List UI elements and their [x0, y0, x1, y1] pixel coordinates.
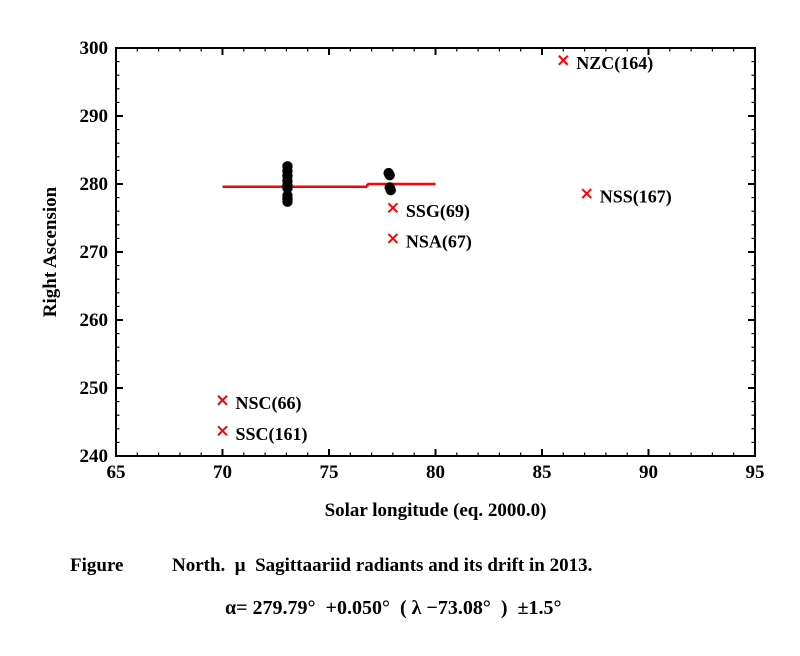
plot-frame-rect: [115, 47, 756, 457]
cross-marker: [387, 233, 399, 244]
y-axis-title: Right Ascension: [40, 186, 61, 317]
observed-point: [282, 182, 293, 194]
y-axis: 240 250 260 270 280 290 300: [80, 38, 755, 467]
x-tick-label: 65: [107, 462, 126, 483]
drift-line-series: [222, 182, 436, 188]
y-tick-label: 290: [80, 106, 109, 127]
y-tick-label: 300: [80, 38, 109, 59]
x-tick-label: 80: [426, 462, 445, 483]
x-axis-title: Solar longitude (eq. 2000.0): [325, 500, 547, 521]
annotation-label: NZC(164): [576, 53, 653, 74]
observed-point: [384, 169, 395, 181]
y-tick-label: 280: [80, 174, 109, 195]
y-tick-label: 240: [80, 446, 109, 467]
radiant-annotations: NZC(164) NSS(167) SSG(69) NSA(67) NSC(66) SSC…: [217, 53, 672, 445]
radiant-annotation: SSG(69): [387, 201, 470, 222]
cross-marker: [558, 55, 569, 66]
figure-label: Figure: [70, 555, 124, 576]
observed-points-series: [282, 161, 396, 207]
cross-marker: [217, 395, 228, 406]
cross-marker: [387, 202, 399, 214]
annotation-label: SSC(161): [236, 424, 308, 445]
scatter-chart: 65 70 75 80 85 90 95 240 250 260 270 280 290 300 NZC…: [40, 38, 765, 521]
x-tick-label: 95: [746, 462, 765, 483]
annotation-label: NSS(167): [600, 187, 672, 208]
observed-point: [385, 184, 396, 196]
cross-marker: [217, 425, 228, 437]
figure-title: North. μ Sagittaariid radiants and its d…: [172, 555, 593, 576]
annotation-label: NSC(66): [236, 393, 302, 414]
x-tick-label: 85: [533, 462, 552, 483]
annotation-label: SSG(69): [406, 201, 470, 222]
x-tick-label: 90: [639, 462, 658, 483]
radiant-annotation: NSA(67): [387, 231, 472, 252]
plot-frame: [115, 47, 756, 457]
radiant-annotation: NSS(167): [581, 187, 672, 208]
annotation-label: NSA(67): [406, 231, 472, 252]
radiant-annotation: NZC(164): [558, 53, 653, 74]
radiant-annotation: SSC(161): [217, 424, 308, 445]
x-tick-label: 70: [213, 462, 232, 483]
drift-formula: α= 279.79° +0.050° ( λ −73.08° ) ±1.5°: [225, 597, 562, 619]
y-tick-label: 270: [80, 242, 109, 263]
y-tick-label: 260: [80, 310, 109, 331]
cross-marker: [581, 188, 592, 199]
observed-point: [282, 196, 293, 207]
y-tick-label: 250: [80, 378, 109, 399]
x-axis: 65 70 75 80 85 90 95: [107, 48, 765, 483]
x-tick-label: 75: [320, 462, 339, 483]
radiant-annotation: NSC(66): [217, 393, 302, 414]
